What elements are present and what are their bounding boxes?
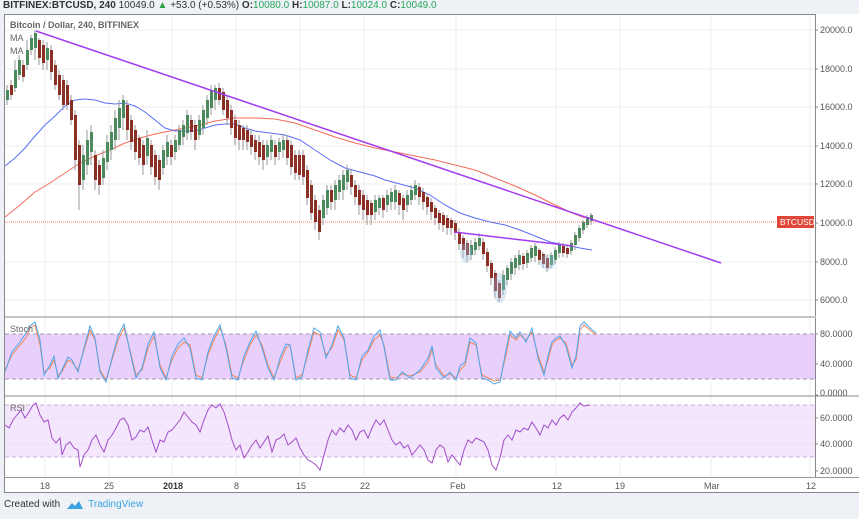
svg-text:2018: 2018	[163, 481, 183, 491]
svg-text:14000.0: 14000.0	[820, 141, 853, 151]
price-tag: BTCUSD	[777, 216, 815, 228]
ma-legend-1[interactable]: MA	[10, 33, 24, 43]
svg-text:20000.0: 20000.0	[820, 25, 853, 35]
price-axis[interactable]	[815, 14, 859, 492]
last-price: 10049.0	[118, 0, 155, 11]
stoch-axis-ticks: 80.0000 40.0000 0.0000	[815, 329, 853, 398]
svg-text:8: 8	[234, 481, 239, 491]
rsi-legend[interactable]: RSI	[10, 403, 25, 413]
vertical-gridlines	[44, 15, 811, 477]
svg-text:10000.0: 10000.0	[820, 218, 853, 228]
high-value: 10087.0	[302, 0, 339, 11]
time-axis[interactable]	[4, 477, 859, 493]
rsi-line	[4, 402, 591, 472]
svg-text:40.0000: 40.0000	[820, 439, 853, 449]
svg-text:8000.0: 8000.0	[820, 257, 848, 267]
svg-text:22: 22	[360, 481, 370, 491]
stoch-legend[interactable]: Stoch	[10, 324, 33, 334]
svg-text:25: 25	[104, 481, 114, 491]
open-value: 10080.0	[253, 0, 290, 11]
chart-frame[interactable]	[4, 14, 817, 479]
svg-text:Mar: Mar	[704, 481, 720, 491]
tradingview-link[interactable]: TradingView	[66, 499, 143, 510]
symbol-label: BITFINEX:BTCUSD, 240	[3, 0, 116, 11]
stoch-k-line	[4, 321, 597, 385]
footer: Created with TradingView	[4, 499, 143, 510]
created-with-label: Created with	[4, 499, 61, 510]
svg-text:18000.0: 18000.0	[820, 64, 853, 74]
low-value: 10024.0	[350, 0, 388, 11]
svg-text:BTCUSD: BTCUSD	[780, 217, 815, 227]
price-candles	[6, 30, 593, 302]
svg-text:Feb: Feb	[450, 481, 466, 491]
svg-text:60.0000: 60.0000	[820, 413, 853, 423]
svg-text:18: 18	[40, 481, 50, 491]
high-label: H:	[291, 0, 303, 11]
svg-text:12000.0: 12000.0	[820, 179, 853, 189]
svg-text:12: 12	[552, 481, 562, 491]
open-label: O:	[241, 0, 254, 11]
svg-text:6000.0: 6000.0	[820, 295, 848, 305]
neckline-trendline[interactable]	[453, 231, 574, 247]
pattern-highlights	[460, 243, 556, 303]
tradingview-logo-icon	[67, 500, 84, 509]
price-change: +53.0 (+0.53%)	[170, 0, 240, 11]
svg-text:15: 15	[296, 481, 306, 491]
svg-text:12: 12	[806, 481, 816, 491]
svg-text:19: 19	[615, 481, 625, 491]
close-label: C:	[389, 0, 401, 11]
close-value: 10049.0	[400, 0, 437, 11]
low-label: L:	[341, 0, 351, 11]
symbol-header: BITFINEX:BTCUSD, 240 10049.0 ▲ +53.0 (+0…	[3, 0, 437, 12]
descending-trendline[interactable]	[35, 30, 722, 264]
chart-title: Bitcoin / Dollar, 240, BITFINEX	[10, 20, 139, 30]
svg-text:80.0000: 80.0000	[820, 329, 853, 339]
up-arrow-icon: ▲	[157, 0, 168, 11]
svg-text:40.0000: 40.0000	[820, 359, 853, 369]
svg-text:0.0000: 0.0000	[820, 388, 848, 398]
rsi-axis-ticks: 60.0000 40.0000 20.0000	[815, 413, 853, 476]
ma-legend-2[interactable]: MA	[10, 46, 24, 56]
stoch-band	[5, 334, 815, 379]
tradingview-brand: TradingView	[88, 499, 144, 510]
svg-text:20.0000: 20.0000	[820, 466, 853, 476]
time-axis-labels: 18 25 2018 8 15 22 Feb 12 19 Mar 12	[40, 481, 816, 491]
price-axis-ticks: 20000.0 18000.0 16000.0 14000.0 12000.0 …	[815, 25, 853, 305]
horizontal-gridlines	[5, 29, 815, 301]
svg-text:16000.0: 16000.0	[820, 102, 853, 112]
